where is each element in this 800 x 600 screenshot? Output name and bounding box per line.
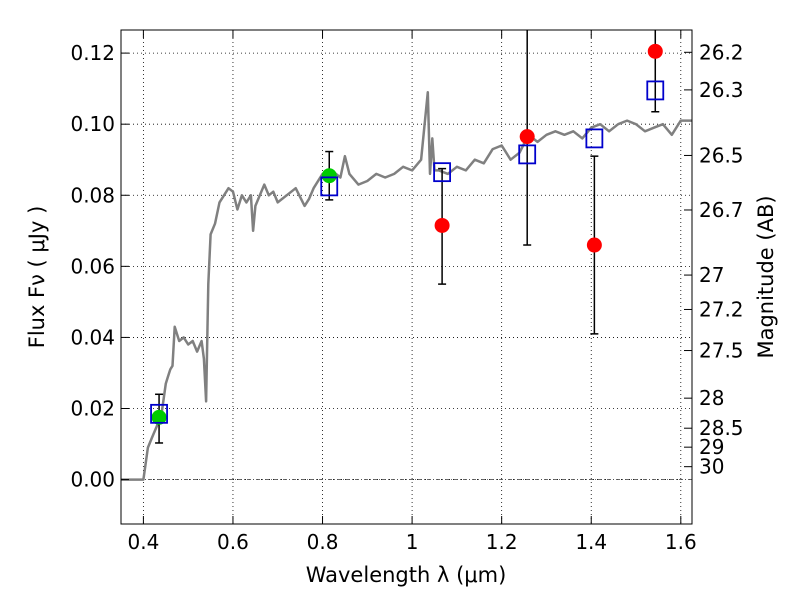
magnitude-tick-label-1: 26.3 xyxy=(699,78,744,102)
magnitude-tick-label-0: 26.2 xyxy=(699,40,744,64)
data-point-1-1 xyxy=(519,129,535,145)
model-point-2-4 xyxy=(585,128,604,149)
y-tick-label-0: 0.00 xyxy=(70,468,115,492)
x-tick-label-4: 1.2 xyxy=(486,530,518,554)
data-point-1-2 xyxy=(586,237,602,253)
y-ticks: 0.00 0.02 0.04 0.06 0.08 0.10 0.12 xyxy=(70,41,129,492)
model-point-2-2 xyxy=(433,162,452,183)
y-tick-label-2: 0.04 xyxy=(70,325,115,349)
magnitude-tick-label-6: 27.5 xyxy=(699,339,744,363)
plot-frame xyxy=(120,29,693,525)
model-point-2-3 xyxy=(518,144,537,165)
magnitude-tick-label-2: 26.5 xyxy=(699,143,744,167)
data-markers xyxy=(150,43,665,425)
model-point-2-1 xyxy=(320,176,339,197)
data-point-1-0 xyxy=(434,217,450,233)
plot-area xyxy=(121,30,692,524)
data-point-1-3 xyxy=(647,43,663,59)
x-tick-label-0: 0.4 xyxy=(127,530,159,554)
x-tick-label-6: 1.6 xyxy=(665,530,697,554)
magnitude-tick-label-7: 28 xyxy=(699,386,724,410)
x-tick-label-2: 0.8 xyxy=(307,530,339,554)
y-axis-title: Flux Fν ( μJy ) xyxy=(25,206,49,349)
magnitude-tick-label-8: 28.5 xyxy=(699,416,744,440)
y-tick-label-3: 0.06 xyxy=(70,254,115,278)
magnitude-tick-label-10: 30 xyxy=(699,455,724,479)
magnitude-tick-label-5: 27.2 xyxy=(699,297,744,321)
model-point-2-0 xyxy=(150,403,168,424)
data-point-0-0 xyxy=(151,409,167,425)
x-tick-label-1: 0.6 xyxy=(217,530,249,554)
x-tick-label-5: 1.4 xyxy=(575,530,607,554)
y-tick-label-5: 0.10 xyxy=(70,112,115,136)
y-tick-label-4: 0.08 xyxy=(70,183,115,207)
magnitude-tick-label-9: 29 xyxy=(699,435,724,459)
x-ticks: 0.4 0.6 0.8 1 1.2 1.4 1.6 xyxy=(127,30,697,554)
model-point-2-5 xyxy=(646,80,665,101)
x-tick-label-3: 1 xyxy=(406,530,419,554)
y-tick-label-1: 0.02 xyxy=(70,396,115,420)
x-axis-title: Wavelength λ (μm) xyxy=(306,563,507,587)
magnitude-tick-label-3: 26.7 xyxy=(699,198,744,222)
magnitude-axis-title: Magnitude (AB) xyxy=(754,195,778,358)
magnitude-tick-label-4: 27 xyxy=(699,263,724,287)
data-point-0-1 xyxy=(321,168,337,184)
y-tick-label-6: 0.12 xyxy=(70,41,115,65)
